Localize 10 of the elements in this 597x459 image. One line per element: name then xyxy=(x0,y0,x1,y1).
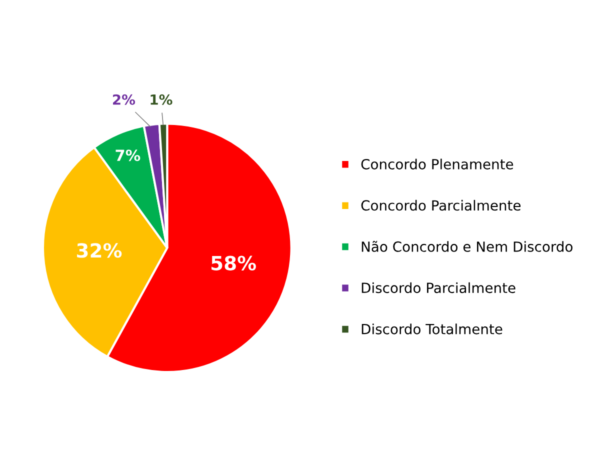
data-label: 1% xyxy=(150,94,172,105)
legend-label: Concordo Parcialmente xyxy=(361,200,521,211)
legend-label: Concordo Plenamente xyxy=(361,158,514,170)
legend-label: Discordo Parcialmente xyxy=(362,282,516,294)
data-label: 32% xyxy=(77,243,122,258)
data-label: 2% xyxy=(113,94,136,105)
legend-label: Não Concordo e Nem Discordo xyxy=(362,240,572,252)
data-label: 58% xyxy=(212,256,256,270)
data-label: 7% xyxy=(116,150,140,162)
legend-label: Discordo Totalmente xyxy=(362,324,502,334)
